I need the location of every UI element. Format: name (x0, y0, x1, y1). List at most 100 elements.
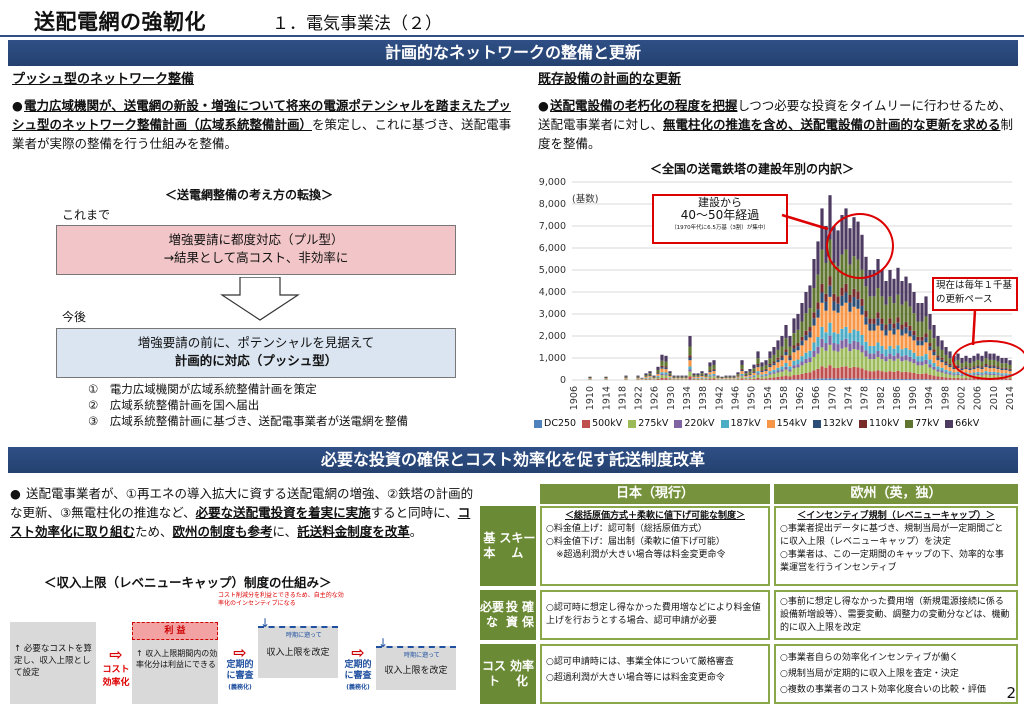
chart-bar-segment (920, 336, 924, 341)
chart-bar-segment (880, 353, 884, 360)
chart-bar-segment (796, 314, 800, 330)
chart-bar-segment (692, 373, 696, 375)
chart-bar-segment (900, 304, 904, 325)
chart-bar-segment (928, 346, 932, 351)
chart-bar-segment (860, 269, 864, 299)
chart-bar-segment (908, 306, 912, 326)
chart-bar-segment (768, 351, 772, 359)
revcap-cost-text: ↑ 必要なコストを算定し、収入上限として設定 (14, 644, 92, 678)
chart-bar-segment (764, 375, 768, 377)
chart-bar-segment (812, 357, 816, 371)
chart-bar-segment (824, 343, 828, 351)
cell-line: ○事業者提出データに基づき、規制当局が一定期間ごとに収入上限（レベニューキャップ… (780, 524, 1004, 547)
chart-bar-segment (908, 372, 912, 380)
chart-bar-segment (932, 366, 936, 370)
chart-bar-segment (948, 377, 952, 380)
chart-bar-segment (776, 340, 780, 350)
bullet-text-segment: ため、 (135, 524, 173, 539)
chart-bar-segment (960, 374, 964, 376)
chart-bar-segment (892, 371, 896, 379)
chart-bar-segment (904, 371, 908, 379)
chart-bar-segment (664, 372, 668, 375)
chart-bar-segment (944, 361, 948, 364)
chart-bar-segment (808, 372, 812, 380)
chart-bar-segment (736, 378, 740, 380)
chart-bar-segment (872, 296, 876, 319)
chart-bar-segment (760, 372, 764, 375)
chart-bar-segment (824, 301, 828, 311)
chart-bar-segment (692, 377, 696, 378)
revcap-period-box (132, 640, 218, 704)
chart-bar-segment (740, 364, 744, 369)
chart-bar-segment (1008, 378, 1012, 380)
chart-bar-segment (864, 286, 868, 312)
chart-bar-segment (872, 345, 876, 354)
chart-bar-segment (668, 375, 672, 377)
chart-bar-segment (732, 378, 736, 379)
chart-bar-segment (756, 374, 760, 378)
chart-bar-segment (920, 303, 924, 322)
chart-bar-segment (668, 373, 672, 376)
chart-bar-segment (900, 324, 904, 330)
chart-bar-segment (748, 376, 752, 378)
chart-bar-segment (936, 336, 940, 347)
chart-bar-segment (788, 346, 792, 356)
chart-bar-segment (788, 360, 792, 367)
chart-bar-segment (924, 359, 928, 365)
chart-bar-segment (740, 371, 744, 374)
chart-bar-segment (800, 379, 804, 380)
chart-bar-segment (664, 375, 668, 379)
chart-bar-segment (912, 335, 916, 341)
chart-bar-segment (756, 371, 760, 374)
chart-bar-segment (796, 350, 800, 360)
chart-bar-segment (704, 373, 708, 375)
chart-bar-segment (892, 378, 896, 380)
chart-bar-segment (932, 355, 936, 363)
chart-bar-segment (712, 376, 716, 379)
chart-bar-segment (760, 370, 764, 372)
chart-bar-segment (744, 376, 748, 378)
bullet-text-segment: コスト効率化に取り組む (10, 505, 471, 539)
chart-bar-segment (876, 288, 880, 313)
chart-bar-segment (816, 241, 820, 275)
chart-bar-segment (844, 338, 848, 348)
chart-bar-segment (796, 379, 800, 380)
chart-bar-segment (672, 375, 676, 377)
chart-bar-segment (856, 330, 860, 342)
chart-bar-segment (756, 363, 760, 366)
chart-bar-segment (888, 270, 892, 297)
chart-bar-segment (780, 366, 784, 370)
chart-bar-segment (948, 351, 952, 359)
chart-bar-segment (752, 364, 756, 369)
chart-bar-segment (820, 283, 824, 293)
chart-bar-segment (800, 336, 804, 341)
chart-bar-segment (792, 348, 796, 353)
chart-bar-segment (644, 374, 648, 377)
chart-bar-segment (820, 338, 824, 348)
x-tick-label: 1934 (682, 386, 693, 410)
chart-bar-segment (904, 301, 908, 323)
chart-bar-segment (892, 303, 896, 324)
chart-bar-segment (792, 368, 796, 376)
row-label-line: 確保 (521, 600, 534, 629)
chart-bar-segment (812, 318, 816, 326)
chart-bar-segment (888, 353, 892, 360)
chart-bar-segment (660, 354, 664, 361)
chart-bar-segment (908, 356, 912, 362)
chart-bar-segment (712, 368, 716, 370)
chart-bar-segment (804, 292, 808, 314)
chart-bar-segment (868, 378, 872, 380)
chart-bar-segment (688, 371, 692, 377)
chart-bar-segment (660, 360, 664, 366)
bullet-text-segment: に、 (272, 524, 298, 539)
chart-bar-segment (904, 276, 908, 302)
legend-label: 110kV (868, 418, 900, 429)
chart-bar-segment (916, 340, 920, 346)
chart-bar-segment (808, 362, 812, 373)
chart-bar-segment (900, 356, 904, 362)
chart-bar-segment (856, 341, 860, 350)
chart-bar-segment (948, 367, 952, 372)
chart-bar-segment (924, 316, 928, 334)
chart-bar-segment (800, 356, 804, 362)
chart-bar-segment (932, 375, 936, 380)
